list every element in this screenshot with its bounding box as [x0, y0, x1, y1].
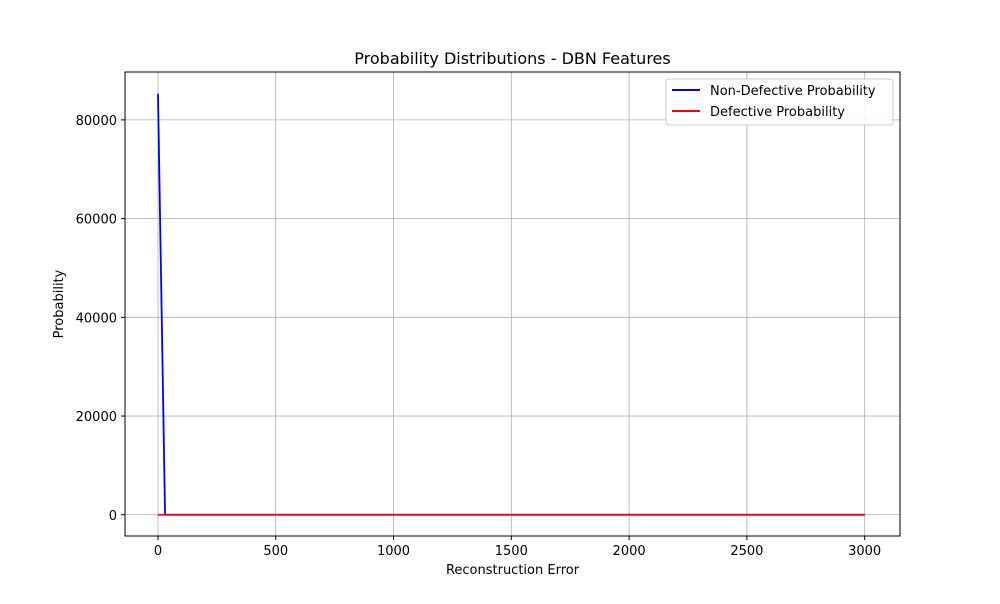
y-tick-label: 0 — [109, 509, 117, 524]
x-tick-label: 0 — [154, 544, 162, 559]
legend-box — [665, 78, 894, 126]
x-tick-label: 500 — [263, 544, 288, 559]
y-tick-label: 20000 — [76, 410, 117, 425]
legend-label-defective: Defective Probability — [710, 105, 845, 120]
ticks: 0 500 1000 1500 2000 2500 3000 0 20000 40000 60000… — [76, 114, 882, 559]
x-tick-label: 2000 — [613, 544, 646, 559]
x-tick-label: 2500 — [730, 544, 763, 559]
y-tick-label: 60000 — [76, 213, 117, 228]
y-tick-label: 80000 — [76, 114, 117, 129]
series-layer — [157, 93, 865, 516]
x-tick-label: 1000 — [377, 544, 410, 559]
chart-title: Probability Distributions - DBN Features — [354, 49, 670, 68]
x-axis-label: Reconstruction Error — [446, 563, 580, 578]
y-axis-label: Probability — [52, 269, 67, 338]
legend: Non-Defective Probability Defective Prob… — [665, 78, 894, 126]
x-tick-label: 3000 — [848, 544, 881, 559]
x-tick-label: 1500 — [495, 544, 528, 559]
legend-label-non-defective: Non-Defective Probability — [710, 84, 876, 99]
plot-frame — [124, 71, 901, 537]
y-tick-label: 40000 — [76, 311, 117, 326]
